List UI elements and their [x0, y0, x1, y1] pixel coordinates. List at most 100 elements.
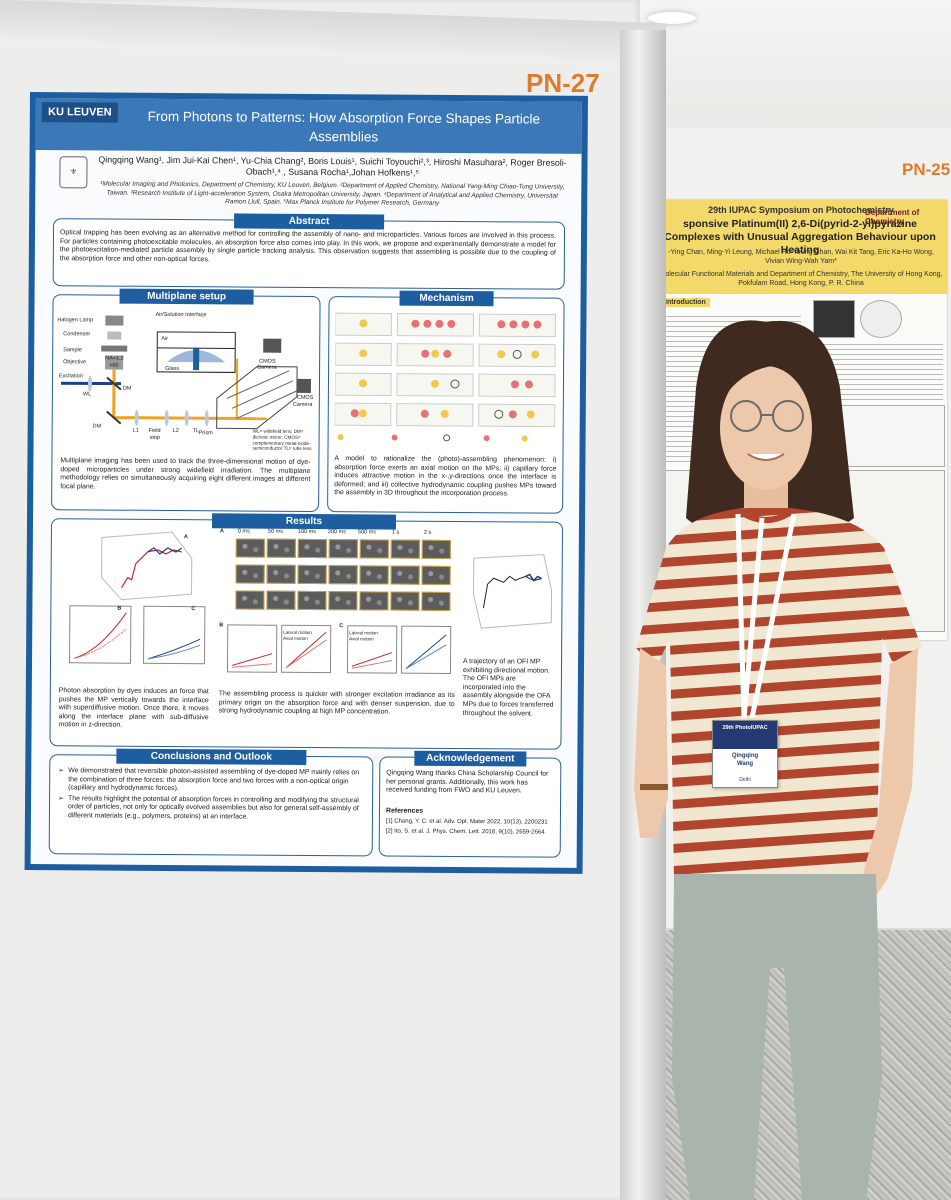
- mechanism-heading: Mechanism: [399, 290, 494, 307]
- lens-l1-label: L1: [132, 427, 139, 434]
- results-box: Results A B C Photon absorption by dyes …: [49, 513, 564, 750]
- neighbor-poster-affiliation: Molecular Functional Materials and Depar…: [659, 271, 943, 287]
- micrograph-frame: [421, 591, 451, 611]
- msd-plot-b: [69, 605, 132, 664]
- name-badge-city: Delhi: [739, 777, 751, 783]
- neighbor-poster-header: [655, 200, 947, 294]
- micrograph-frame: [421, 539, 451, 559]
- neighbor-poster-department: Department of Chemistry: [865, 208, 920, 226]
- acknowledgement-box: Acknowledgement Qingqing Wang thanks Chi…: [378, 750, 562, 858]
- name-badge: 29th PhotoIUPAC Qingqing Wang Delhi: [712, 720, 778, 788]
- poster: KU LEUVEN From Photons to Patterns: How …: [24, 92, 588, 874]
- tube-lens-label: TL: [192, 428, 200, 435]
- ceiling-light: [648, 12, 696, 24]
- conclusion-item: ➢ The results highlight the potential of …: [58, 795, 364, 823]
- objective-label: Objective: [63, 359, 87, 366]
- legend-axial-b: Axial motion: [283, 635, 308, 641]
- timepoint-5: 1 s: [391, 529, 400, 536]
- timepoint-3: 200 ms: [327, 529, 347, 536]
- results-panel-c-label: C: [339, 623, 344, 630]
- excitation-label: Excitation: [58, 373, 83, 380]
- magnification-label: ×60: [109, 362, 119, 369]
- reference-2: [2] Ito, S. et al. J. Phys. Chem. Lett. …: [385, 828, 545, 836]
- name-badge-name: Qingqing Wang: [715, 753, 775, 768]
- name-badge-first-name: Qingqing: [731, 753, 759, 759]
- acknowledgement-text: Qingqing Wang thanks China Scholarship C…: [386, 769, 549, 795]
- reference-1: [1] Chang, Y. C. et al. Adv. Opt. Mater …: [385, 818, 548, 826]
- neighbor-poster-title: sponsive Platinum(II) 2,6-Di(pyrid-2-yl)…: [664, 218, 936, 256]
- cmos-camera-label-side-2: Camera: [292, 401, 313, 408]
- conclusion-item: ➢ We demonstrated that reversible photon-…: [58, 767, 364, 795]
- micrograph-frame: [328, 565, 358, 585]
- air-label: Air: [161, 335, 169, 342]
- dichroic-mirror-label-2: DM: [92, 423, 102, 430]
- prism-label: Prism: [198, 430, 213, 437]
- results-panel-a-label-left: A: [183, 534, 188, 541]
- micrograph-frame: [266, 564, 296, 584]
- ku-leuven-logo: KU LEUVEN: [41, 102, 118, 123]
- dichroic-mirror-label-1: DM: [122, 385, 132, 392]
- mechanism-diagram: [334, 312, 556, 442]
- arrow-bullet-icon: ➢: [58, 767, 65, 775]
- results-panel-b-label: B: [219, 622, 224, 629]
- speed-plot-concentration: [280, 624, 332, 674]
- condenser-label: Condenser: [63, 331, 91, 338]
- abstract-box: Abstract Optical trapping has been evolv…: [52, 213, 566, 290]
- field-stop-label-2: stop: [149, 434, 161, 441]
- micrograph-frame: [266, 538, 296, 558]
- results-panel-b-label-left: B: [117, 605, 122, 612]
- poster-title: From Photons to Patterns: How Absorption…: [147, 108, 541, 145]
- results-heading: Results: [211, 513, 397, 530]
- conclusions-box: Conclusions and Outlook ➢ We demonstrated…: [48, 748, 374, 857]
- micrograph-frame: [390, 591, 420, 611]
- neighbor-poster-conference: 29th IUPAC Symposium on Photochemistry: [708, 205, 894, 215]
- msd-plot-c: [143, 605, 206, 665]
- halogen-lamp-label: Halogen Lamp: [57, 317, 94, 324]
- poster-affiliations: ¹Molecular Imaging and Photonics, Depart…: [100, 180, 565, 207]
- micrograph-frame: [235, 538, 265, 558]
- speed-plot-irradiance-axial: [400, 625, 452, 674]
- neighbor-poster-figure: [860, 300, 902, 338]
- results-panel-a-label: A: [219, 528, 224, 535]
- cmos-camera-label-top-2: Camera: [257, 364, 277, 371]
- micrograph-frame: [421, 565, 451, 585]
- acknowledgement-heading: Acknowledgement: [414, 750, 527, 767]
- results-caption-right: A trajectory of an OFI MP exhibiting dir…: [462, 658, 554, 718]
- name-badge-last-name: Wang: [736, 760, 754, 767]
- multiplane-setup-diagram: [60, 315, 312, 430]
- timepoint-4: 500 ms: [357, 529, 377, 536]
- glass-label: Glass: [165, 365, 180, 373]
- timepoint-1: 50 ms: [267, 528, 283, 535]
- poster-board-id: PN-27: [526, 68, 600, 98]
- conclusions-list: ➢ We demonstrated that reversible photon-…: [58, 767, 364, 823]
- micrograph-frame: [328, 591, 358, 611]
- conclusion-text: The results highlight the potential of a…: [67, 795, 359, 821]
- micrograph-frame: [297, 538, 327, 559]
- results-3d-trajectory-plot: [101, 531, 193, 601]
- poster-body: KU LEUVEN From Photons to Patterns: How …: [30, 98, 582, 868]
- abstract-heading: Abstract: [234, 213, 385, 230]
- micrograph-frame: [266, 590, 296, 610]
- multiplane-caption: Multiplane imaging has been used to trac…: [60, 457, 311, 491]
- conclusions-heading: Conclusions and Outlook: [116, 748, 307, 765]
- neighbor-poster-authors: -Ying Chan, Ming-Yi Leung, Michael Ho-Ye…: [668, 249, 934, 265]
- micrograph-frame: [390, 565, 420, 585]
- micrograph-frame: [359, 539, 389, 559]
- multiplane-legend: WL= widefield lens; DM= dichroic mirror;…: [252, 428, 312, 452]
- timepoint-6: 2 s: [423, 529, 432, 536]
- name-badge-header: [713, 721, 777, 749]
- name-badge-conference: 29th PhotoIUPAC: [722, 725, 768, 731]
- multiplane-box: Multiplane setup: [51, 288, 321, 513]
- micrograph-frame: [328, 539, 358, 559]
- speed-plot-irradiance: [346, 625, 398, 674]
- interface-label: Air/Solution Interface: [155, 311, 207, 319]
- presenter-photo: [634, 320, 922, 1200]
- timepoint-2: 100 ms: [297, 528, 317, 536]
- results-panel-c-label-left: C: [191, 606, 196, 613]
- micrograph-frame: [359, 591, 389, 611]
- results-caption-left: Photon absorption by dyes induces an for…: [58, 687, 209, 730]
- sample-label: Sample: [63, 347, 82, 354]
- widefield-lens-label: WL: [82, 391, 92, 398]
- mechanism-caption: A model to rationalize the (photo)-assem…: [334, 455, 557, 498]
